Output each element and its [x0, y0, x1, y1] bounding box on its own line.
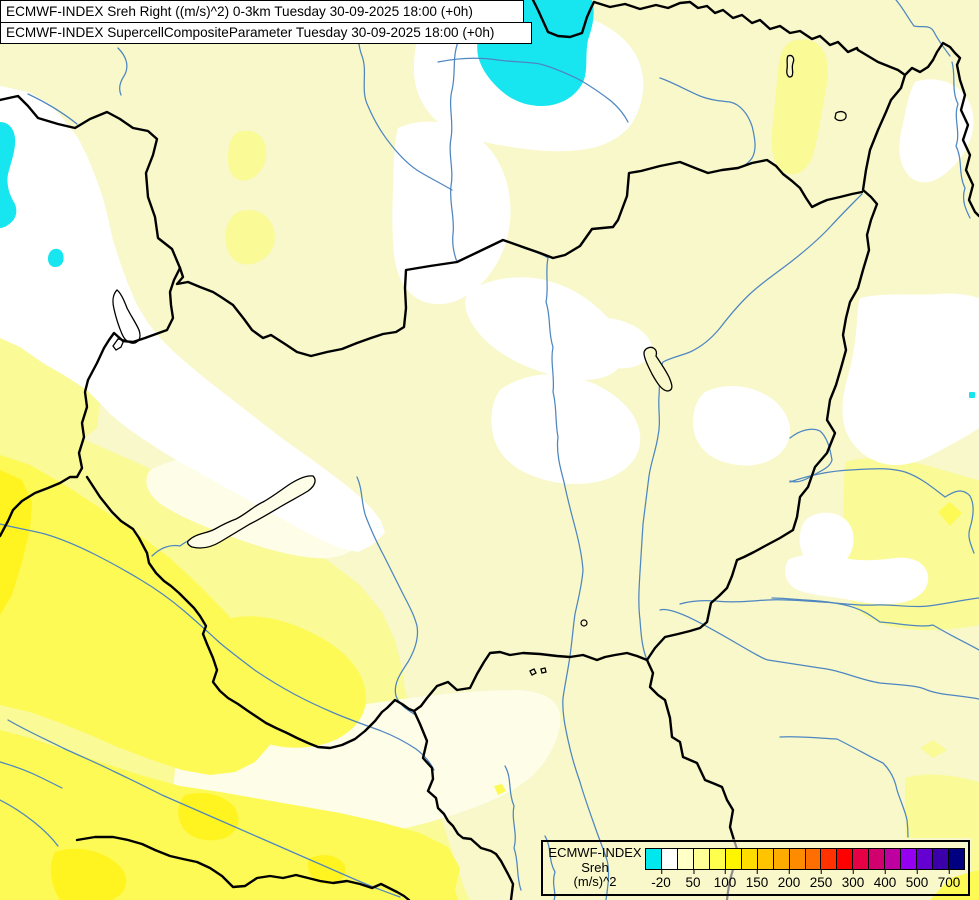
legend-color-cell-2	[676, 848, 693, 870]
lakes	[112, 54, 847, 676]
legend-tick-500: 500	[905, 870, 929, 890]
legend-color-cell-1	[660, 848, 677, 870]
legend-tick-700: 700	[937, 870, 961, 890]
lake-speck-2	[540, 667, 547, 674]
lake-small-ne-2	[834, 110, 847, 122]
legend-color-cell-7	[756, 848, 773, 870]
legend-tick-100: 100	[713, 870, 737, 890]
legend-color-cell-8	[772, 848, 789, 870]
legend-labels: ECMWF-INDEX Sreh (m/s)^2	[547, 845, 643, 890]
title-bar-primary: ECMWF-INDEX Sreh Right ((m/s)^2) 0-3km T…	[0, 0, 524, 23]
legend-tick-300: 300	[841, 870, 865, 890]
legend-color-cell-12	[836, 848, 853, 870]
legend-model-name: ECMWF-INDEX	[548, 845, 642, 860]
color-scale-legend: ECMWF-INDEX Sreh (m/s)^2 -20 50 100 150 200 2…	[541, 840, 970, 896]
legend-color-cell-11	[820, 848, 837, 870]
legend-color-cell-15	[884, 848, 901, 870]
legend-parameter-name: Sreh	[581, 859, 609, 875]
legend-tick-200: 200	[777, 870, 801, 890]
legend-color-cell-6	[740, 848, 757, 870]
lake-speck-1	[529, 668, 537, 676]
title-bar-secondary: ECMWF-INDEX SupercellCompositeParameter …	[0, 22, 532, 44]
legend-tick-250: 250	[809, 870, 833, 890]
legend-color-cell-5	[724, 848, 741, 870]
legend-color-cell-16	[900, 848, 917, 870]
legend-color-cell-18	[932, 848, 949, 870]
legend-color-cell-9	[788, 848, 805, 870]
legend-color-cell-4	[708, 848, 725, 870]
legend-tick-400: 400	[873, 870, 897, 890]
legend-tick-50: 50	[685, 870, 701, 890]
legend-tick--20: -20	[651, 870, 671, 890]
legend-color-cell-14	[868, 848, 885, 870]
legend-tick-150: 150	[745, 870, 769, 890]
legend-color-cell-13	[852, 848, 869, 870]
title-text-primary: ECMWF-INDEX Sreh Right ((m/s)^2) 0-3km T…	[6, 4, 473, 19]
title-text-secondary: ECMWF-INDEX SupercellCompositeParameter …	[6, 25, 495, 40]
legend-color-cell-19	[948, 848, 966, 870]
legend-color-cell-0	[645, 848, 661, 870]
legend-tick-labels: -20 50 100 150 200 250 300 400 500 700	[645, 870, 965, 892]
legend-units: (m/s)^2	[573, 874, 617, 889]
legend-color-cell-10	[804, 848, 821, 870]
lake-tisza	[643, 346, 673, 392]
lake-balaton	[186, 475, 316, 549]
legend-color-bar	[645, 848, 966, 870]
lake-speck-3	[580, 619, 588, 627]
lake-neusiedl	[112, 289, 141, 351]
legend-color-cell-17	[916, 848, 933, 870]
lake-small-ne-1	[786, 54, 795, 78]
legend-color-cell-3	[692, 848, 709, 870]
contour-brightest-regions	[0, 470, 346, 900]
